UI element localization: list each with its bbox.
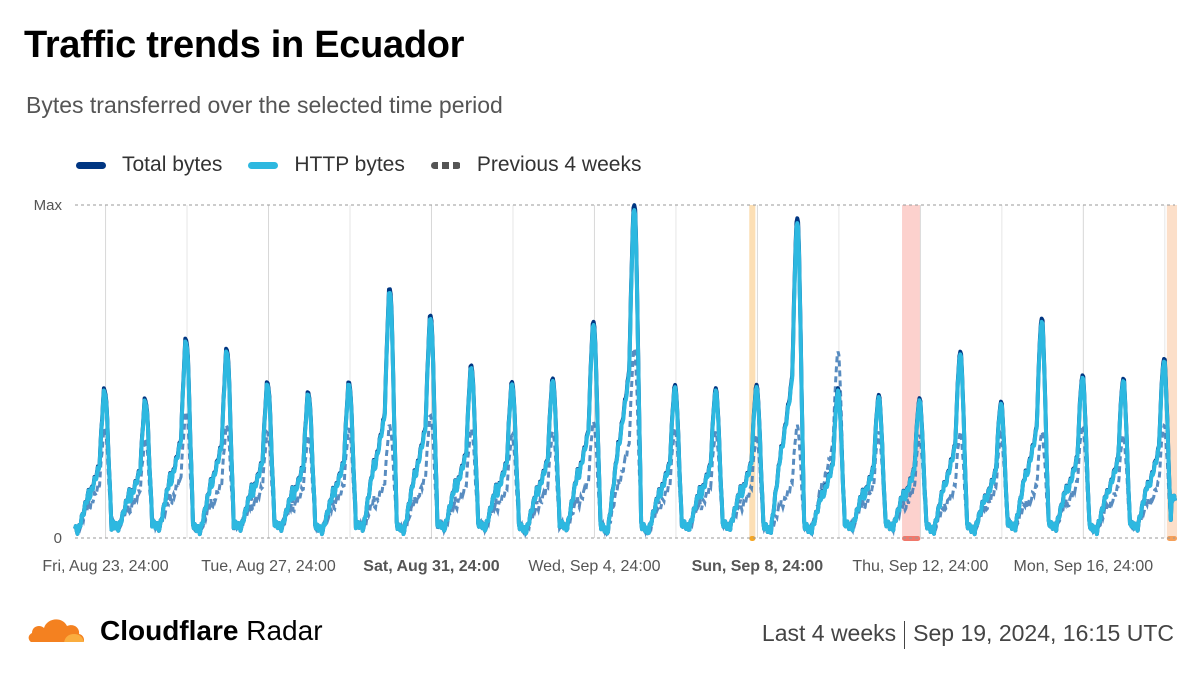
legend-swatch-total-bytes bbox=[76, 161, 106, 169]
page-subtitle: Bytes transferred over the selected time… bbox=[26, 92, 503, 118]
x-tick-label-4: Sun, Sep 8, 24:00 bbox=[692, 558, 824, 575]
legend-item-previous-4-weeks[interactable]: Previous 4 weeks bbox=[430, 153, 642, 177]
annotation-marker-0 bbox=[749, 536, 756, 541]
grid-layer bbox=[75, 204, 1175, 539]
x-tick-label-2: Sat, Aug 31, 24:00 bbox=[363, 558, 499, 575]
legend-swatch-previous-4-weeks bbox=[430, 161, 461, 169]
y-tick-label-0: 0 bbox=[54, 530, 62, 547]
traffic-chart: 0 Max Fri, Aug 23, 24:00 Tue, Aug 27, 24:00… bbox=[34, 197, 1178, 575]
x-tick-label-5: Thu, Sep 12, 24:00 bbox=[852, 558, 988, 575]
series-previous-4-weeks bbox=[73, 347, 1177, 539]
page-title: Traffic trends in Ecuador bbox=[24, 24, 465, 66]
series-total-bytes bbox=[73, 203, 1177, 537]
cloudflare-cloud-icon bbox=[28, 619, 86, 645]
legend-item-http-bytes[interactable]: HTTP bytes bbox=[248, 153, 405, 177]
annotation-marker-2 bbox=[1166, 536, 1178, 541]
x-tick-label-1: Tue, Aug 27, 24:00 bbox=[201, 558, 336, 575]
cloudflare-radar-logo[interactable]: Cloudflare Radar bbox=[24, 614, 323, 648]
x-tick-label-6: Mon, Sep 16, 24:00 bbox=[1014, 558, 1154, 575]
annotation-band-2 bbox=[1166, 205, 1178, 538]
legend-swatch-http-bytes bbox=[248, 161, 279, 169]
legend-label-previous-4-weeks: Previous 4 weeks bbox=[476, 153, 642, 176]
chart-legend: Total bytes HTTP bytes Previous 4 weeks bbox=[76, 153, 667, 177]
legend-label-http-bytes: HTTP bytes bbox=[294, 153, 405, 176]
brand-name: Cloudflare Radar bbox=[100, 615, 323, 646]
legend-label-total-bytes: Total bytes bbox=[122, 153, 223, 176]
y-tick-label-1: Max bbox=[34, 197, 63, 214]
series-http-bytes bbox=[73, 208, 1177, 537]
legend-item-total-bytes[interactable]: Total bytes bbox=[76, 153, 222, 177]
axis-layer: 0 Max Fri, Aug 23, 24:00 Tue, Aug 27, 24:00… bbox=[34, 197, 1154, 575]
footer-divider bbox=[904, 620, 906, 649]
x-tick-label-3: Wed, Sep 4, 24:00 bbox=[528, 558, 660, 575]
period-label: Last 4 weeks bbox=[761, 620, 897, 646]
series-layer bbox=[73, 203, 1177, 539]
footer-info: Last 4 weeks Sep 19, 2024, 16:15 UTC bbox=[762, 620, 1174, 649]
annotation-band-1 bbox=[902, 205, 921, 538]
annotation-band-0 bbox=[749, 205, 756, 538]
timestamp-label: Sep 19, 2024, 16:15 UTC bbox=[913, 620, 1174, 646]
x-tick-label-0: Fri, Aug 23, 24:00 bbox=[42, 558, 168, 575]
